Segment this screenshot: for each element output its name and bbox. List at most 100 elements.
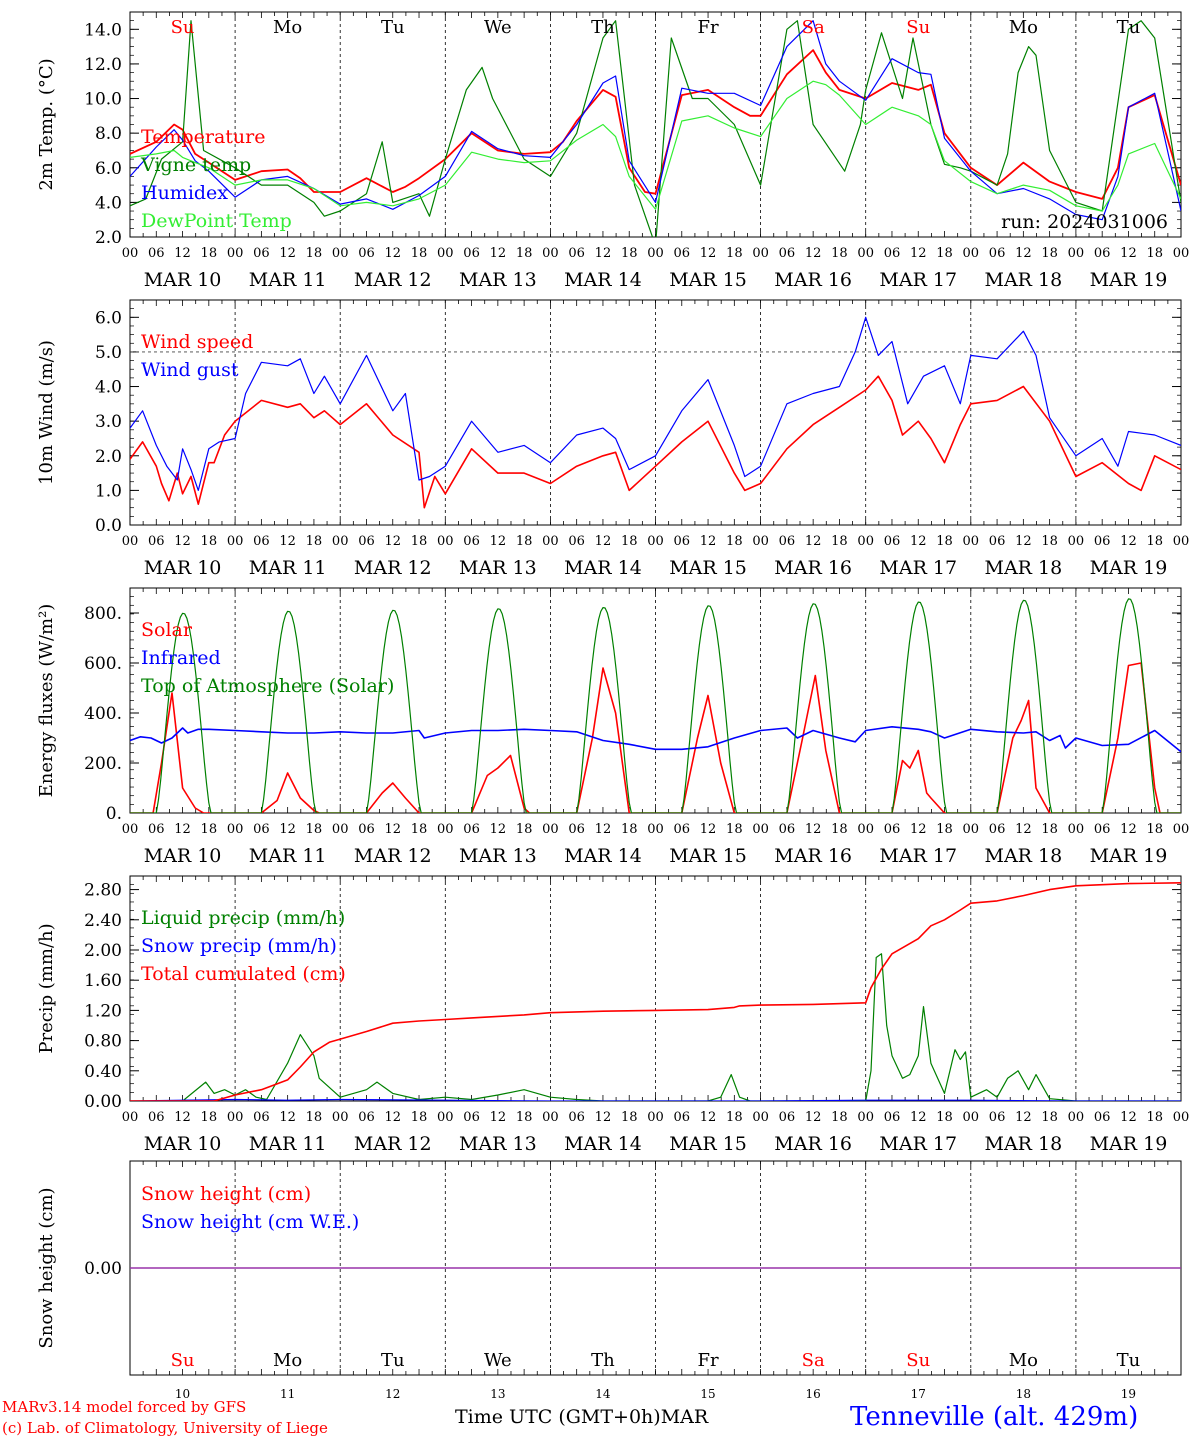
y-tick-label: 6.0: [95, 308, 122, 328]
date-label: MAR 18: [984, 557, 1062, 579]
weekday-label: Mo: [1009, 17, 1038, 38]
run-label: run: 2024031006: [1001, 211, 1168, 233]
y-tick-label: 1.20: [84, 1001, 122, 1021]
hour-tick-label: 18: [201, 1110, 218, 1125]
hour-tick-label: 18: [936, 1110, 953, 1125]
hour-tick-label: 12: [910, 534, 927, 549]
hour-tick-label: 18: [621, 822, 638, 837]
hour-tick-label: 06: [779, 246, 796, 261]
hour-tick-label: 12: [1015, 534, 1032, 549]
hour-tick-label: 00: [752, 822, 769, 837]
y-axis-label: Snow height (cm): [36, 1187, 57, 1348]
hour-tick-label: 00: [122, 1110, 139, 1125]
date-label: MAR 12: [354, 269, 432, 291]
date-label: MAR 18: [984, 269, 1062, 291]
hour-tick-label: 12: [700, 822, 717, 837]
hour-tick-label: 06: [884, 534, 901, 549]
hour-tick-label: 06: [463, 246, 480, 261]
hour-tick-label: 06: [148, 1110, 165, 1125]
date-label: MAR 14: [564, 269, 642, 291]
date-label: MAR 17: [879, 269, 957, 291]
y-axis-label: 10m Wind (m/s): [36, 340, 57, 485]
hour-tick-label: 12: [1120, 1110, 1137, 1125]
hour-tick-label: 12: [174, 534, 191, 549]
y-tick-label: 2.0: [95, 447, 122, 467]
series-group: [130, 20, 1181, 237]
hour-tick-label: 00: [1173, 534, 1190, 549]
hour-tick-label: 00: [1173, 1110, 1190, 1125]
hour-tick-label: 12: [1015, 822, 1032, 837]
hour-tick-label: 00: [332, 1110, 349, 1125]
legend-temperature: Temperature: [141, 126, 265, 148]
hour-tick-label: 06: [1094, 246, 1111, 261]
series-line-total-cumulated-cm-: [130, 882, 1181, 1101]
date-label: MAR 15: [669, 557, 747, 579]
hour-tick-label: 12: [595, 246, 612, 261]
weekday-label: Fr: [698, 1350, 719, 1371]
weekday-label: Fr: [698, 17, 719, 38]
y-tick-label: 1.0: [95, 481, 122, 501]
hour-tick-label: 12: [174, 1110, 191, 1125]
hour-tick-label: 12: [910, 246, 927, 261]
y-tick-label: 0.0: [95, 516, 122, 536]
legend-dewpoint-temp: DewPoint Temp: [141, 210, 292, 232]
hour-tick-label: 18: [936, 246, 953, 261]
weekday-label: We: [484, 17, 512, 38]
y-tick-label: 10.0: [84, 90, 122, 110]
hour-tick-label: 06: [1094, 822, 1111, 837]
hour-tick-label: 00: [122, 534, 139, 549]
hour-tick-label: 06: [989, 1110, 1006, 1125]
hour-tick-label: 06: [568, 246, 585, 261]
hour-tick-label: 12: [490, 534, 507, 549]
panel-frame: [129, 299, 1182, 526]
lab-credit: (c) Lab. of Climatology, University of L…: [2, 1419, 328, 1437]
hour-tick-label: 06: [674, 822, 691, 837]
date-label: MAR 16: [774, 1133, 852, 1155]
series-line-liquid-precip-mm-h-: [130, 953, 1181, 1101]
date-label: MAR 17: [879, 845, 957, 867]
hour-tick-label: 18: [1146, 246, 1163, 261]
weekday-label: Su: [906, 17, 930, 38]
y-tick-label: 2.0: [95, 228, 122, 248]
hour-tick-label: 00: [437, 534, 454, 549]
hour-tick-label: 06: [568, 534, 585, 549]
hour-tick-label: 12: [279, 1110, 296, 1125]
hour-tick-label: 12: [700, 246, 717, 261]
hour-tick-label: 06: [358, 1110, 375, 1125]
y-tick-label: 0.00: [84, 1092, 122, 1112]
y-axis-label: 2m Temp. (°C): [36, 58, 57, 190]
weekday-label: Su: [906, 1350, 930, 1371]
legend-liquid-precip-mm-h-: Liquid precip (mm/h): [141, 907, 345, 929]
weekday-label: Su: [171, 17, 195, 38]
time-axis-text: Time UTC (GMT+0h): [455, 1406, 661, 1428]
hour-tick-label: 00: [647, 1110, 664, 1125]
date-label: MAR 19: [1090, 557, 1168, 579]
date-label: MAR 14: [564, 557, 642, 579]
date-label: MAR 16: [774, 269, 852, 291]
hour-tick-label: 06: [1094, 1110, 1111, 1125]
date-label: MAR 13: [459, 557, 537, 579]
hour-tick-label: 00: [647, 246, 664, 261]
hour-tick-label: 00: [332, 822, 349, 837]
hour-tick-label: 18: [936, 534, 953, 549]
hour-tick-label: 06: [463, 534, 480, 549]
hour-tick-label: 12: [1015, 1110, 1032, 1125]
hour-tick-label: 18: [1146, 1110, 1163, 1125]
hour-tick-label: 00: [332, 534, 349, 549]
hour-tick-label: 06: [148, 246, 165, 261]
hour-tick-label: 18: [726, 246, 743, 261]
series-line-temperature: [130, 49, 1181, 200]
series-line-vigne-temp: [130, 20, 1181, 237]
panel-2: 0.0 1.0 2.0 3.0 4.0 5.0 6.0 10m Wind (m/s) Wind …: [36, 299, 1190, 579]
hour-tick-label: 00: [963, 822, 980, 837]
series-group: [130, 598, 1181, 813]
hour-tick-label: 06: [358, 534, 375, 549]
date-label: MAR 10: [144, 557, 222, 579]
weekday-label: Sa: [802, 1350, 825, 1371]
series-group: [130, 316, 1181, 509]
model-credit: MARv3.14 model forced by GFS: [2, 1398, 247, 1416]
hour-tick-label: 00: [227, 246, 244, 261]
series-line-snow-precip-mm-h-: [130, 1098, 1181, 1101]
hour-tick-label: 06: [674, 246, 691, 261]
hour-tick-label: 18: [831, 534, 848, 549]
